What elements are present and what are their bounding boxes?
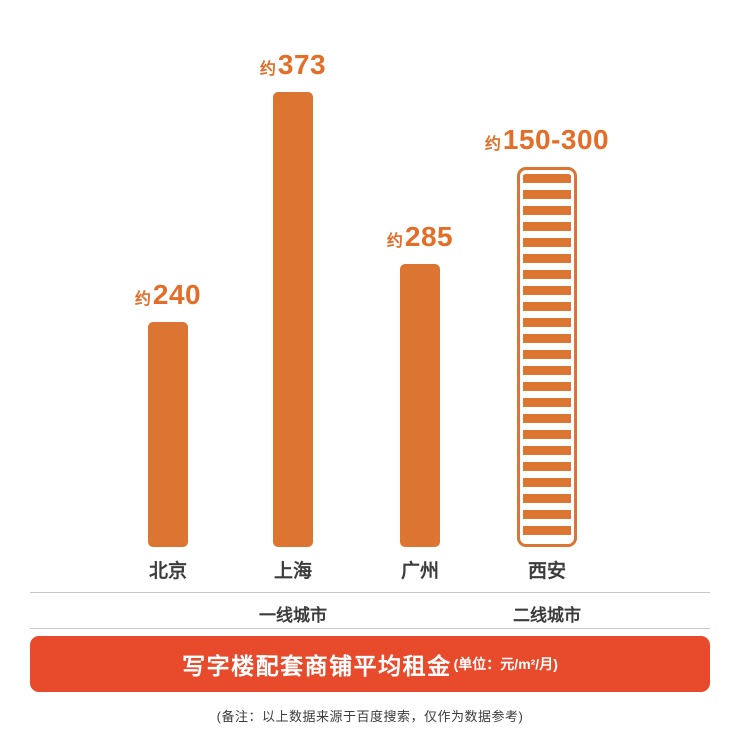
bar-group-shanghai: 约 373 xyxy=(233,49,353,547)
value-label-shanghai: 约 373 xyxy=(260,49,326,81)
unit-label: (单位：元/m²/月) xyxy=(453,656,558,672)
bar-group-guangzhou: 约 285 xyxy=(360,221,480,547)
bar-xian xyxy=(517,167,577,547)
divider-line-bottom xyxy=(30,628,710,629)
city-label-xian: 西安 xyxy=(527,561,566,582)
chart-title: 写字楼配套商铺平均租金 xyxy=(182,653,452,679)
title-banner: 写字楼配套商铺平均租金 (单位：元/m²/月) xyxy=(30,636,710,692)
city-label-shanghai: 上海 xyxy=(273,561,312,582)
divider-line-top xyxy=(30,592,710,593)
city-label-beijing: 北京 xyxy=(148,561,187,582)
value-label-xian: 约 150-300 xyxy=(485,124,609,156)
source-note: (备注：以上数据来源于百度搜索，仅作为数据参考) xyxy=(216,709,524,724)
value-label-beijing: 约 240 xyxy=(135,279,201,311)
bar-guangzhou xyxy=(400,264,440,547)
approx-prefix: 约 xyxy=(484,136,501,153)
bar-group-xian: 约 150-300 xyxy=(485,124,609,547)
bar-group-beijing: 约 240 xyxy=(108,279,228,547)
bar-beijing xyxy=(148,322,188,547)
approx-prefix: 约 xyxy=(134,291,151,308)
approx-prefix: 约 xyxy=(259,61,276,78)
tier-label-second-tier: 二线城市 xyxy=(513,606,581,625)
value-number: 240 xyxy=(152,279,202,310)
value-label-guangzhou: 约 285 xyxy=(387,221,453,253)
city-label-guangzhou: 广州 xyxy=(400,561,439,582)
value-number: 373 xyxy=(277,49,327,80)
value-number: 285 xyxy=(404,221,454,252)
tier-label-first-tier: 一线城市 xyxy=(259,606,327,625)
bar-shanghai xyxy=(273,92,313,547)
approx-prefix: 约 xyxy=(386,233,403,250)
value-number: 150-300 xyxy=(502,124,610,155)
